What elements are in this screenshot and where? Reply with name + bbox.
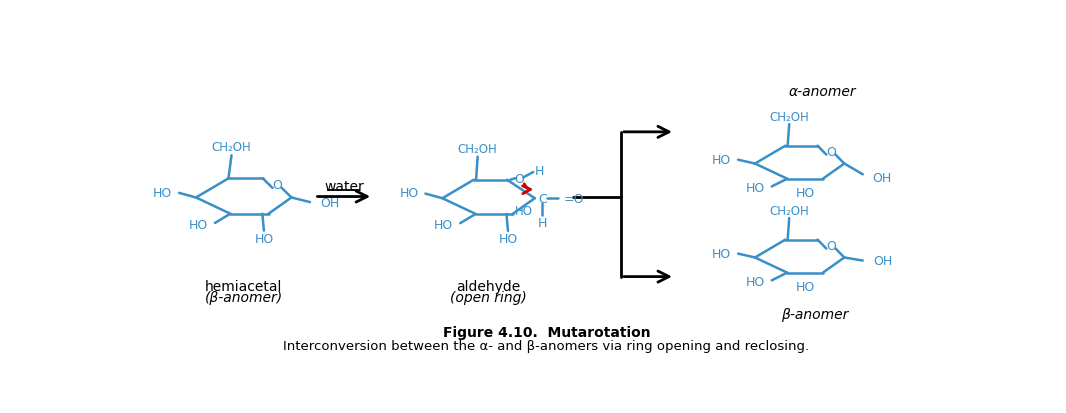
Text: HO: HO: [434, 218, 453, 232]
Text: CH₂OH: CH₂OH: [212, 141, 252, 154]
Text: HO: HO: [515, 204, 532, 218]
Text: O: O: [515, 172, 524, 185]
FancyArrowPatch shape: [522, 184, 531, 194]
Text: HO: HO: [712, 247, 731, 261]
Text: hemiacetal: hemiacetal: [205, 279, 282, 293]
Text: CH₂OH: CH₂OH: [457, 142, 498, 155]
Text: HO: HO: [498, 233, 518, 245]
Text: O: O: [826, 146, 836, 159]
Text: H: H: [535, 165, 544, 178]
Text: O: O: [826, 240, 836, 252]
Text: (open ring): (open ring): [450, 291, 527, 305]
Text: =O: =O: [564, 192, 584, 205]
Text: OH: OH: [872, 171, 891, 185]
Text: CH₂OH: CH₂OH: [770, 111, 809, 123]
Text: H: H: [537, 217, 547, 230]
Text: α-anomer: α-anomer: [789, 85, 857, 99]
Text: HO: HO: [400, 187, 419, 200]
Text: HO: HO: [255, 232, 274, 245]
Text: OH: OH: [873, 254, 892, 267]
Text: HO: HO: [795, 280, 814, 293]
Text: OH: OH: [320, 197, 339, 210]
Text: HO: HO: [745, 276, 764, 289]
Text: HO: HO: [189, 218, 208, 231]
Text: β-anomer: β-anomer: [781, 308, 849, 322]
Text: water: water: [324, 179, 364, 193]
Text: HO: HO: [745, 182, 764, 195]
Text: Figure 4.10.  Mutarotation: Figure 4.10. Mutarotation: [442, 325, 650, 339]
Text: (β-anomer): (β-anomer): [205, 291, 282, 305]
Text: Interconversion between the α- and β-anomers via ring opening and reclosing.: Interconversion between the α- and β-ano…: [284, 339, 809, 352]
Text: HO: HO: [152, 186, 172, 199]
Text: CH₂OH: CH₂OH: [770, 204, 809, 217]
Text: C: C: [538, 192, 547, 205]
Text: aldehyde: aldehyde: [456, 279, 520, 293]
Text: HO: HO: [712, 154, 731, 167]
Text: HO: HO: [795, 187, 814, 199]
Text: O: O: [272, 179, 282, 192]
